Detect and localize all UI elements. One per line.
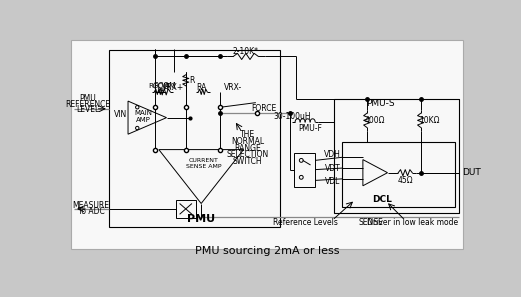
Text: Driver in low leak mode: Driver in low leak mode — [367, 218, 458, 227]
Text: VDL: VDL — [325, 177, 341, 187]
Text: 45Ω: 45Ω — [398, 176, 413, 185]
Text: 400Ω: 400Ω — [364, 116, 384, 125]
Bar — [109, 50, 280, 227]
Text: 30-100uH: 30-100uH — [273, 112, 311, 121]
Bar — [176, 200, 196, 218]
Text: THE: THE — [240, 130, 255, 139]
Text: 2-10K*: 2-10K* — [233, 47, 259, 56]
Text: VRX-: VRX- — [224, 83, 242, 92]
Text: VDH: VDH — [324, 150, 341, 159]
Text: PMU-F: PMU-F — [299, 124, 322, 132]
Text: PMU: PMU — [80, 94, 96, 103]
Text: PMU-S: PMU-S — [366, 99, 395, 108]
Text: LEVEL: LEVEL — [77, 105, 100, 114]
Text: SELECTION: SELECTION — [226, 151, 268, 159]
Bar — [334, 99, 459, 213]
Text: REFERENCE: REFERENCE — [66, 100, 110, 109]
Text: VIN: VIN — [114, 110, 128, 119]
Text: DUT: DUT — [462, 168, 481, 177]
Text: MEASURE: MEASURE — [72, 200, 109, 210]
Text: SENSE AMP: SENSE AMP — [186, 164, 221, 169]
Text: CURRENT: CURRENT — [189, 158, 218, 163]
Text: RA: RA — [196, 83, 206, 92]
Text: VDT: VDT — [325, 164, 341, 173]
Text: AMP: AMP — [136, 116, 151, 123]
Text: RANGE: RANGE — [234, 143, 260, 153]
Text: 10KΩ: 10KΩ — [419, 116, 440, 125]
Text: PMU sourcing 2mA or less: PMU sourcing 2mA or less — [195, 246, 340, 256]
Text: SWITCH: SWITCH — [232, 157, 262, 166]
Text: RCOM: RCOM — [153, 82, 176, 91]
Text: PMU: PMU — [187, 214, 215, 224]
Text: MAIN: MAIN — [134, 110, 153, 116]
Text: SENSE: SENSE — [358, 218, 383, 227]
Text: Reference Levels: Reference Levels — [272, 218, 338, 227]
Text: DCL: DCL — [372, 195, 392, 204]
Text: To ADC: To ADC — [78, 208, 104, 217]
Text: R: R — [189, 76, 195, 85]
Bar — [342, 142, 455, 207]
Bar — [293, 153, 315, 187]
Text: NORMAL: NORMAL — [231, 137, 264, 146]
Text: RCOM: RCOM — [148, 83, 169, 89]
Text: FORCE: FORCE — [251, 104, 277, 113]
Text: VRX+: VRX+ — [163, 83, 184, 92]
